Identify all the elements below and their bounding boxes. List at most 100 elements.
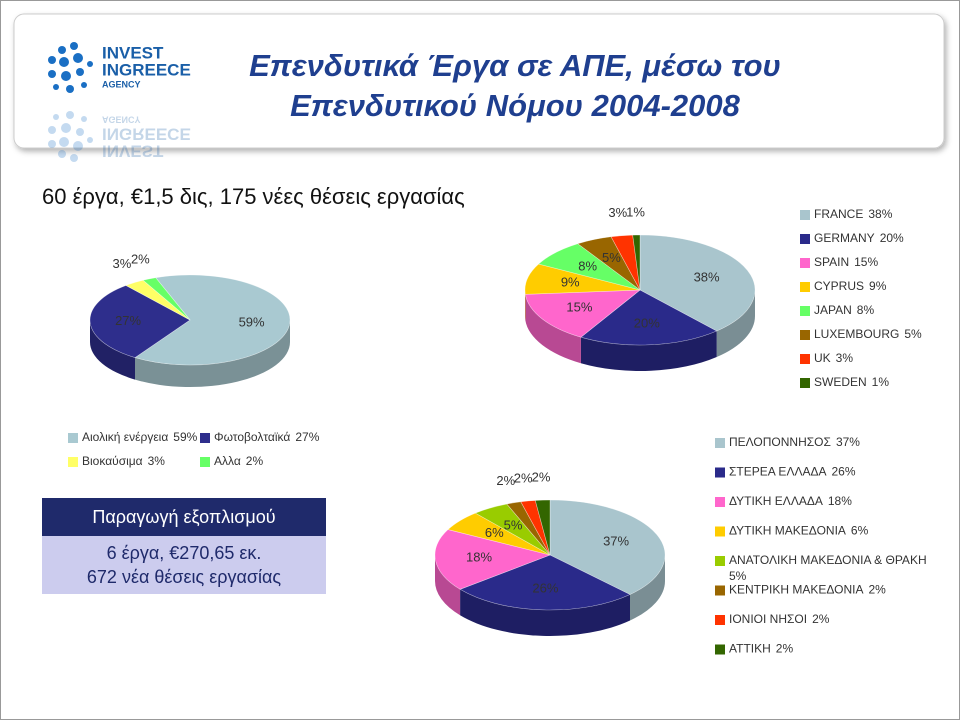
legend-label: Αλλα: [214, 454, 241, 468]
legend-value: 20%: [880, 231, 904, 245]
logo-text: INVEST: [102, 43, 164, 62]
legend-label: CYPRUS: [814, 279, 864, 293]
legend-swatch: [68, 457, 78, 467]
data-label: 5%: [602, 250, 621, 265]
legend-entry: UK 3%: [814, 351, 853, 365]
data-label: 59%: [239, 315, 265, 330]
legend-swatch: [715, 615, 725, 625]
legend-swatch: [200, 433, 210, 443]
legend-swatch: [68, 433, 78, 443]
slice: [580, 289, 718, 346]
legend-label: Βιοκαύσιμα: [82, 454, 143, 468]
legend-value: 5%: [729, 569, 747, 583]
slice: [134, 274, 291, 366]
legend-value: 2%: [776, 642, 794, 656]
legend-label: ΑΝΑΤΟΛΙΚΗ ΜΑΚΕΔΟΝΙΑ & ΘΡΑΚΗ: [729, 553, 927, 567]
subtitle: 60 έργα, €1,5 δις, 175 νέες θέσεις εργασ…: [42, 184, 465, 209]
logo-mark: [48, 42, 93, 93]
legend-entry: LUXEMBOURG 5%: [814, 327, 922, 341]
data-label: 27%: [115, 313, 141, 328]
legend-label: ΑΤΤΙΚΗ: [729, 642, 771, 656]
logo-text: AGENCY: [102, 79, 141, 89]
legend-entry: SWEDEN 1%: [814, 375, 889, 389]
legend-swatch: [800, 354, 810, 364]
slice-side: [90, 320, 136, 380]
title: Επενδυτικά Έργα σε ΑΠΕ, μέσω του: [249, 48, 781, 83]
legend-value: 2%: [812, 612, 830, 626]
slice: [549, 499, 666, 595]
legend-value: 9%: [869, 279, 887, 293]
box-body-bg: [42, 536, 326, 594]
box-line: 6 έργα, €270,65 εκ.: [107, 543, 262, 563]
data-label: 3%: [113, 256, 132, 271]
legend-label: JAPAN: [814, 303, 852, 317]
data-label: 6%: [485, 525, 504, 540]
slice-side: [716, 290, 755, 357]
pie-tops: [89, 274, 291, 366]
data-label: 18%: [466, 550, 492, 565]
legend-value: 37%: [836, 435, 860, 449]
legend-label: ΠΕΛΟΠΟΝΝΗΣΟΣ: [729, 435, 831, 449]
pie-tops: [434, 499, 666, 611]
data-label: 2%: [496, 473, 515, 488]
data-label: 20%: [634, 315, 660, 330]
legend-value: 5%: [904, 327, 922, 341]
slice: [142, 277, 191, 321]
slice-side: [135, 320, 290, 387]
slice: [434, 529, 551, 590]
legend-label: ΔΥΤΙΚΗ ΜΑΚΕΔΟΝΙΑ: [729, 524, 846, 538]
legend-entry: ΔΥΤΙΚΗ ΕΛΛΑΔΑ 18%: [729, 494, 852, 508]
legend-swatch: [200, 457, 210, 467]
legend-swatch: [715, 585, 725, 596]
data-label: 37%: [603, 534, 629, 549]
slice: [639, 234, 756, 332]
legend-label: GERMANY: [814, 231, 875, 245]
legend-value: 8%: [857, 303, 875, 317]
legend-swatch: [715, 556, 725, 566]
data-label: 2%: [131, 251, 150, 266]
legend-entry: ΣΤΕΡΕΑ ΕΛΛΑΔΑ 26%: [729, 465, 856, 479]
pie-sides: [90, 320, 290, 387]
legend-swatch: [715, 497, 725, 507]
legend-value: 2%: [868, 583, 886, 597]
header-panel: [13, 13, 945, 149]
legend-value: 2%: [246, 454, 264, 468]
pie-tops: [524, 234, 756, 346]
legend-entry: GERMANY 20%: [814, 231, 904, 245]
slice-side: [630, 555, 665, 621]
legend-swatch: [800, 378, 810, 388]
legend-swatch: [800, 330, 810, 340]
slice-side: [435, 555, 461, 616]
legend-entry: FRANCE 38%: [814, 207, 893, 221]
legend-value: 3%: [836, 351, 854, 365]
legend-label: SPAIN: [814, 255, 849, 269]
logo-text: AGENCY: [102, 115, 141, 125]
legend-label: Αιολική ενέργεια: [82, 430, 168, 444]
legend-entry: Αλλα 2%: [214, 454, 263, 468]
legend-swatch: [800, 306, 810, 316]
legend-entry: ΑΤΤΙΚΗ 2%: [729, 642, 793, 656]
data-label: 8%: [578, 258, 597, 273]
data-label: 38%: [694, 269, 720, 284]
legend-value: 59%: [173, 430, 197, 444]
data-label: 15%: [566, 299, 592, 314]
data-label: 2%: [532, 469, 551, 484]
legend-value: 18%: [828, 494, 852, 508]
box-heading: Παραγωγή εξοπλισμού: [92, 507, 275, 527]
legend-entry: Αιολική ενέργεια 59%: [82, 430, 198, 444]
legend-entry: CYPRUS 9%: [814, 279, 887, 293]
logo: INVEST INGREECE AGENCY INVEST INGREECE A…: [48, 42, 191, 162]
pie-sides: [525, 290, 755, 371]
legend-swatch: [800, 282, 810, 292]
legend-swatch: [800, 234, 810, 244]
legend-entry: Βιοκαύσιμα 3%: [82, 454, 165, 468]
legend-swatch: [715, 467, 725, 478]
legend-label: LUXEMBOURG: [814, 327, 899, 341]
slice-side: [460, 589, 631, 636]
legend-label: Φωτοβολταϊκά: [214, 430, 290, 444]
pie-sides: [435, 555, 665, 636]
data-label: 2%: [514, 471, 533, 486]
legend-label: ΔΥΤΙΚΗ ΕΛΛΑΔΑ: [729, 494, 823, 508]
data-label: 3%: [608, 205, 627, 220]
